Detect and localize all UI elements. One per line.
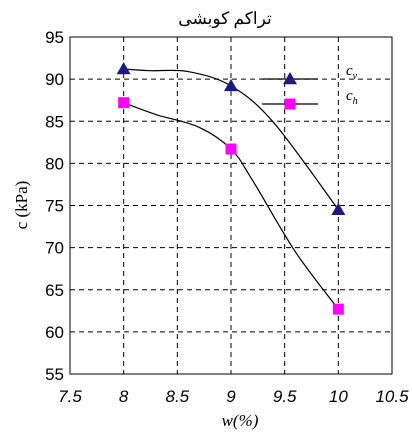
x-tick-label: 8: [119, 387, 129, 406]
y-axis-title: c (kPa): [12, 181, 31, 230]
y-tick-label: 90: [45, 70, 64, 89]
chart-title: تراکم کوبشی: [178, 9, 272, 29]
y-tick-label: 70: [45, 239, 64, 258]
y-tick-label: 55: [45, 365, 64, 384]
legend-h-subscript: h: [353, 96, 358, 107]
x-axis-title: w(%): [222, 411, 259, 430]
series-h-point: [225, 143, 237, 155]
x-tick-label: 9: [226, 387, 236, 406]
plot-frame: [69, 36, 393, 375]
series-v-point: [116, 62, 131, 75]
legend-h-marker: [284, 98, 296, 110]
series-v-point: [224, 78, 238, 92]
series-v-point: [331, 202, 346, 215]
x-tick-label: 10.5: [375, 387, 409, 406]
legend-v-marker: [283, 72, 297, 85]
legend-v-subscript: v: [353, 71, 358, 82]
series-v-line: [123, 68, 339, 211]
legend-h-label: ch: [346, 88, 358, 107]
y-tick-label: 65: [45, 281, 64, 300]
legend-h-name: c: [346, 88, 353, 104]
x-tick-label: 7.5: [58, 387, 82, 406]
legend-v-label: cv: [346, 63, 358, 82]
series-markers: [116, 62, 346, 315]
y-tick-label: 60: [45, 323, 64, 342]
y-tick-label: 80: [45, 154, 64, 173]
series-h-point: [118, 97, 130, 109]
x-tick-label: 8.5: [166, 387, 190, 406]
x-tick-labels: 7.5 8 8.5 9 9.5 10 10.5: [58, 387, 409, 406]
y-tick-label: 75: [45, 197, 64, 216]
x-tick-label: 10: [329, 387, 348, 406]
y-tick-label: 85: [45, 112, 64, 131]
y-tick-labels: 55 60 65 70 75 80 85 90 95: [45, 28, 64, 384]
legend-v-name: c: [346, 63, 353, 79]
y-tick-label: 95: [45, 28, 64, 47]
series-h-point: [332, 303, 344, 315]
grid: [70, 37, 392, 374]
x-tick-label: 9.5: [273, 387, 297, 406]
